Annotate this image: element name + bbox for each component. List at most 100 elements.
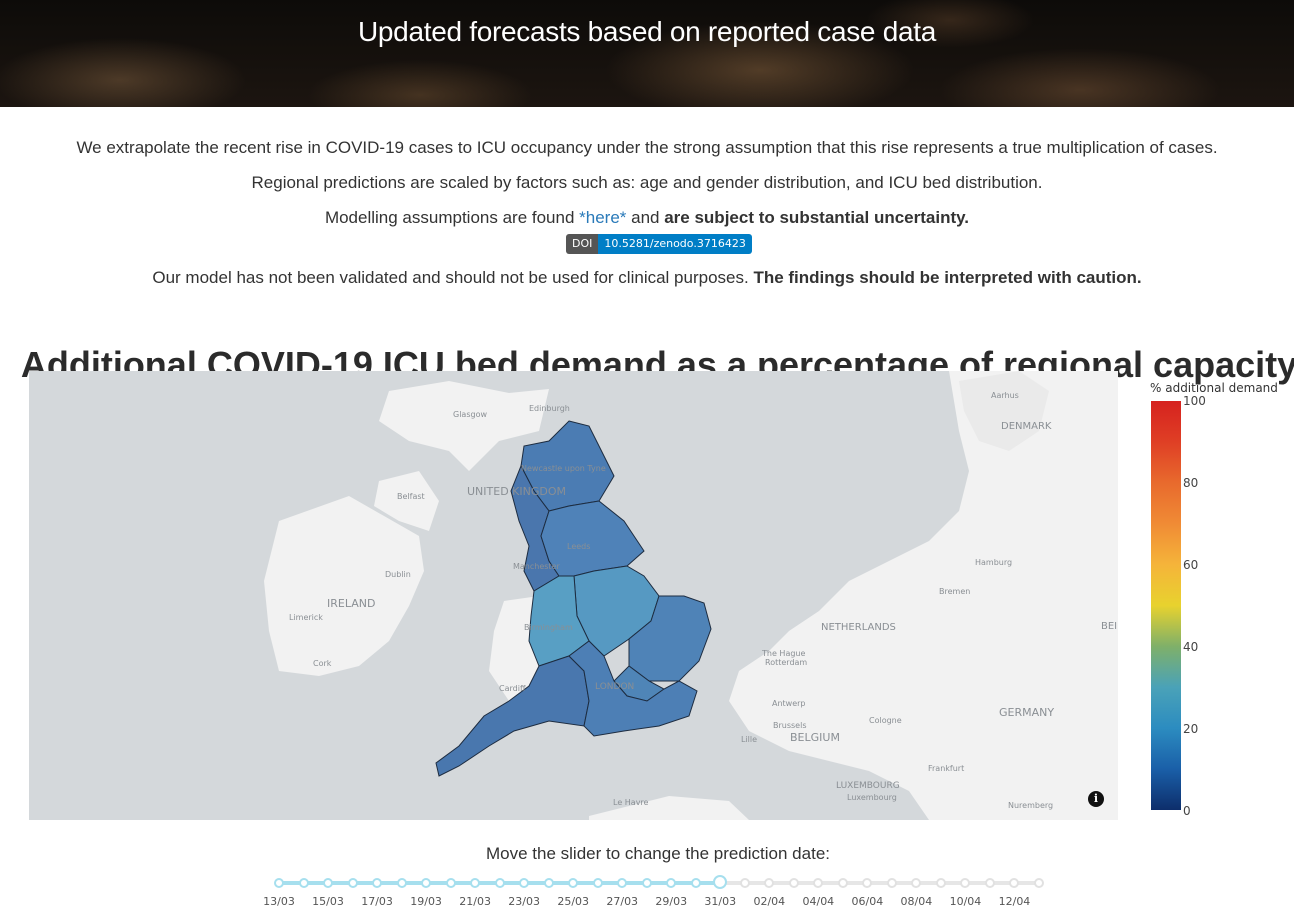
slider-step[interactable] xyxy=(960,878,971,888)
label-netherlands: NETHERLANDS xyxy=(821,622,896,633)
colorbar-title: % additional demand xyxy=(1150,381,1278,395)
doi-badge-label: DOI xyxy=(566,234,599,254)
label-rotterdam: Rotterdam xyxy=(765,658,807,667)
land-continent xyxy=(729,371,1118,820)
slider-step[interactable] xyxy=(764,878,775,888)
slider-step[interactable] xyxy=(984,878,995,888)
colorbar-tick: 100 xyxy=(1183,394,1206,408)
slider-step[interactable] xyxy=(935,878,946,888)
page-title: Updated forecasts based on reported case… xyxy=(357,16,936,47)
label-newcastle: Newcastle upon Tyne xyxy=(521,464,606,473)
slider-tick-label[interactable]: 10/04 xyxy=(949,895,982,908)
label-manchester: Manchester xyxy=(513,562,560,571)
slider-step[interactable] xyxy=(519,878,530,888)
label-be-partial: BEI xyxy=(1101,621,1117,632)
date-slider[interactable]: 13/03 15/03 17/03 19/03 21/03 23/03 25/03 27/03… xyxy=(263,875,1044,918)
label-cologne: Cologne xyxy=(869,716,902,725)
slider-tick-label[interactable]: 06/04 xyxy=(851,895,884,908)
label-birmingham: Birmingham xyxy=(524,623,573,632)
slider-tick-label[interactable]: 19/03 xyxy=(410,895,442,908)
slider-step[interactable] xyxy=(323,878,334,888)
slider-tick-label[interactable]: 08/04 xyxy=(900,895,933,908)
land-scotland xyxy=(379,381,549,471)
colorbar-tick: 40 xyxy=(1183,640,1199,654)
slider-tick-label[interactable]: 27/03 xyxy=(606,895,639,908)
label-belfast: Belfast xyxy=(397,492,425,501)
label-hamburg: Hamburg xyxy=(975,558,1012,567)
label-edinburgh: Edinburgh xyxy=(529,404,570,413)
slider-step[interactable] xyxy=(690,878,701,888)
slider-tick-label[interactable]: 13/03 xyxy=(263,895,295,908)
slider-step[interactable] xyxy=(494,878,505,888)
land-ireland xyxy=(264,496,424,676)
label-germany: GERMANY xyxy=(999,706,1054,719)
slider-tick-label[interactable]: 31/03 xyxy=(704,895,737,908)
choropleth-map[interactable]: Glasgow Edinburgh Newcastle upon Tyne UN… xyxy=(29,371,1118,820)
info-icon[interactable]: i xyxy=(1088,791,1104,807)
colorbar-tick: 80 xyxy=(1183,476,1199,490)
slider-step[interactable] xyxy=(592,878,603,888)
label-belgium: BELGIUM xyxy=(790,731,840,744)
slider-tick-label[interactable]: 23/03 xyxy=(508,895,540,908)
label-nuremberg: Nuremberg xyxy=(1008,801,1053,810)
slider-step[interactable] xyxy=(1009,878,1020,888)
slider-tick-label[interactable]: 21/03 xyxy=(459,895,491,908)
slider-step[interactable] xyxy=(347,878,358,888)
slider-step[interactable] xyxy=(372,878,383,888)
slider-step[interactable] xyxy=(470,878,481,888)
slider-tick-label[interactable]: 12/04 xyxy=(998,895,1031,908)
map-canvas[interactable]: Glasgow Edinburgh Newcastle upon Tyne UN… xyxy=(29,371,1118,820)
slider-step[interactable] xyxy=(568,878,579,888)
slider-tick-label[interactable]: 25/03 xyxy=(557,895,590,908)
label-cork: Cork xyxy=(313,659,332,668)
assumptions-link[interactable]: *here* xyxy=(579,208,627,227)
uncertainty-warning: are subject to substantial uncertainty. xyxy=(664,208,970,227)
slider-step[interactable] xyxy=(396,878,407,888)
slider-tick-label[interactable]: 04/04 xyxy=(802,895,835,908)
label-leeds: Leeds xyxy=(567,542,590,551)
doi-badge[interactable]: DOI 10.5281/zenodo.3716423 xyxy=(566,234,752,254)
label-luxembourg-city: Luxembourg xyxy=(847,793,897,802)
colorbar-tick: 0 xyxy=(1183,804,1191,818)
slider-tick-label[interactable]: 15/03 xyxy=(312,895,344,908)
label-london: LONDON xyxy=(595,682,634,692)
slider-step[interactable] xyxy=(788,878,799,888)
intro-line-5: Our model has not been validated and sho… xyxy=(0,268,1294,288)
label-frankfurt: Frankfurt xyxy=(928,764,964,773)
slider-step[interactable] xyxy=(1034,878,1044,888)
label-glasgow: Glasgow xyxy=(453,410,487,419)
colorbar xyxy=(1151,401,1181,810)
intro-line-1: We extrapolate the recent rise in COVID-… xyxy=(76,138,1218,157)
slider-step[interactable] xyxy=(421,878,432,888)
slider-step[interactable] xyxy=(837,878,848,888)
slider-step[interactable] xyxy=(641,878,652,888)
slider-step[interactable] xyxy=(617,878,628,888)
land-france xyxy=(589,796,749,820)
slider-step[interactable] xyxy=(543,878,554,888)
slider-step[interactable] xyxy=(445,878,456,888)
slider-step[interactable] xyxy=(813,878,824,888)
slider-step[interactable] xyxy=(911,878,922,888)
slider-step[interactable] xyxy=(862,878,873,888)
slider-step[interactable] xyxy=(739,878,750,888)
label-limerick: Limerick xyxy=(289,613,323,622)
slider-tick-label[interactable]: 02/04 xyxy=(753,895,786,908)
label-united-kingdom: UNITED KINGDOM xyxy=(467,485,566,498)
label-ireland: IRELAND xyxy=(327,597,375,610)
intro-line-2: Regional predictions are scaled by facto… xyxy=(251,173,1043,192)
label-le-havre: Le Havre xyxy=(613,798,649,807)
land-northern-ireland xyxy=(374,471,439,531)
label-denmark: DENMARK xyxy=(1001,421,1052,432)
slider-tick-label[interactable]: 17/03 xyxy=(361,895,393,908)
label-lille: Lille xyxy=(741,735,757,744)
region-south-east[interactable] xyxy=(568,640,698,737)
slider-step[interactable] xyxy=(886,878,897,888)
doi-badge-value: 10.5281/zenodo.3716423 xyxy=(598,234,752,254)
slider-tick-label[interactable]: 29/03 xyxy=(655,895,688,908)
slider-handle[interactable] xyxy=(713,875,728,889)
slider-step[interactable] xyxy=(274,878,284,888)
slider-step[interactable] xyxy=(666,878,677,888)
label-the-hague: The Hague xyxy=(761,649,805,658)
hero-banner: Updated forecasts based on reported case… xyxy=(0,0,1294,107)
slider-step[interactable] xyxy=(298,878,309,888)
